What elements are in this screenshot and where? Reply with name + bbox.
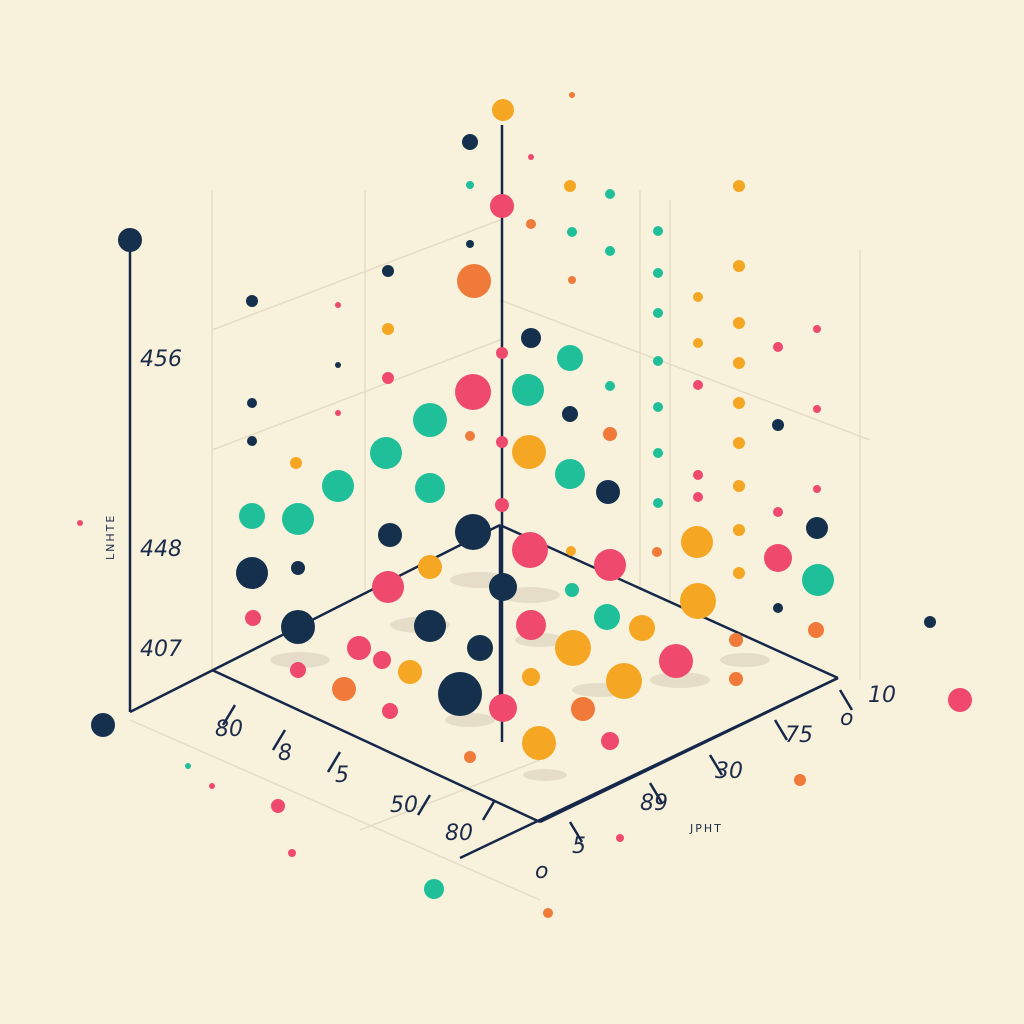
right-tick-label: 89	[640, 791, 668, 816]
left-tick-label: 50	[390, 793, 418, 818]
right-tick-label: 75	[785, 723, 813, 748]
left-tick-label: 5	[335, 763, 349, 788]
left-tick-label: 80	[215, 717, 243, 742]
right-tick-label: 30	[715, 759, 743, 784]
right-tick-label: 5	[572, 834, 586, 859]
grid	[129, 190, 871, 901]
right-axis-label: JPHT	[689, 822, 723, 835]
z-tick-label: 448	[140, 537, 182, 562]
left-tick-label: 80	[445, 821, 473, 846]
right-tick-label: o	[840, 706, 853, 731]
axes	[128, 125, 854, 860]
left-tick-label: 8	[278, 741, 292, 766]
z-tick-label: 407	[140, 637, 182, 662]
labels: 456 448 407 LNHTE 80 8 5 50 80 o 5 89 30…	[104, 347, 896, 884]
z-axis-label: LNHTE	[104, 514, 117, 560]
right-tick-label: 10	[868, 683, 896, 708]
right-tick-label: o	[535, 859, 548, 884]
z-tick-label: 456	[140, 347, 182, 372]
spheres	[77, 92, 972, 918]
